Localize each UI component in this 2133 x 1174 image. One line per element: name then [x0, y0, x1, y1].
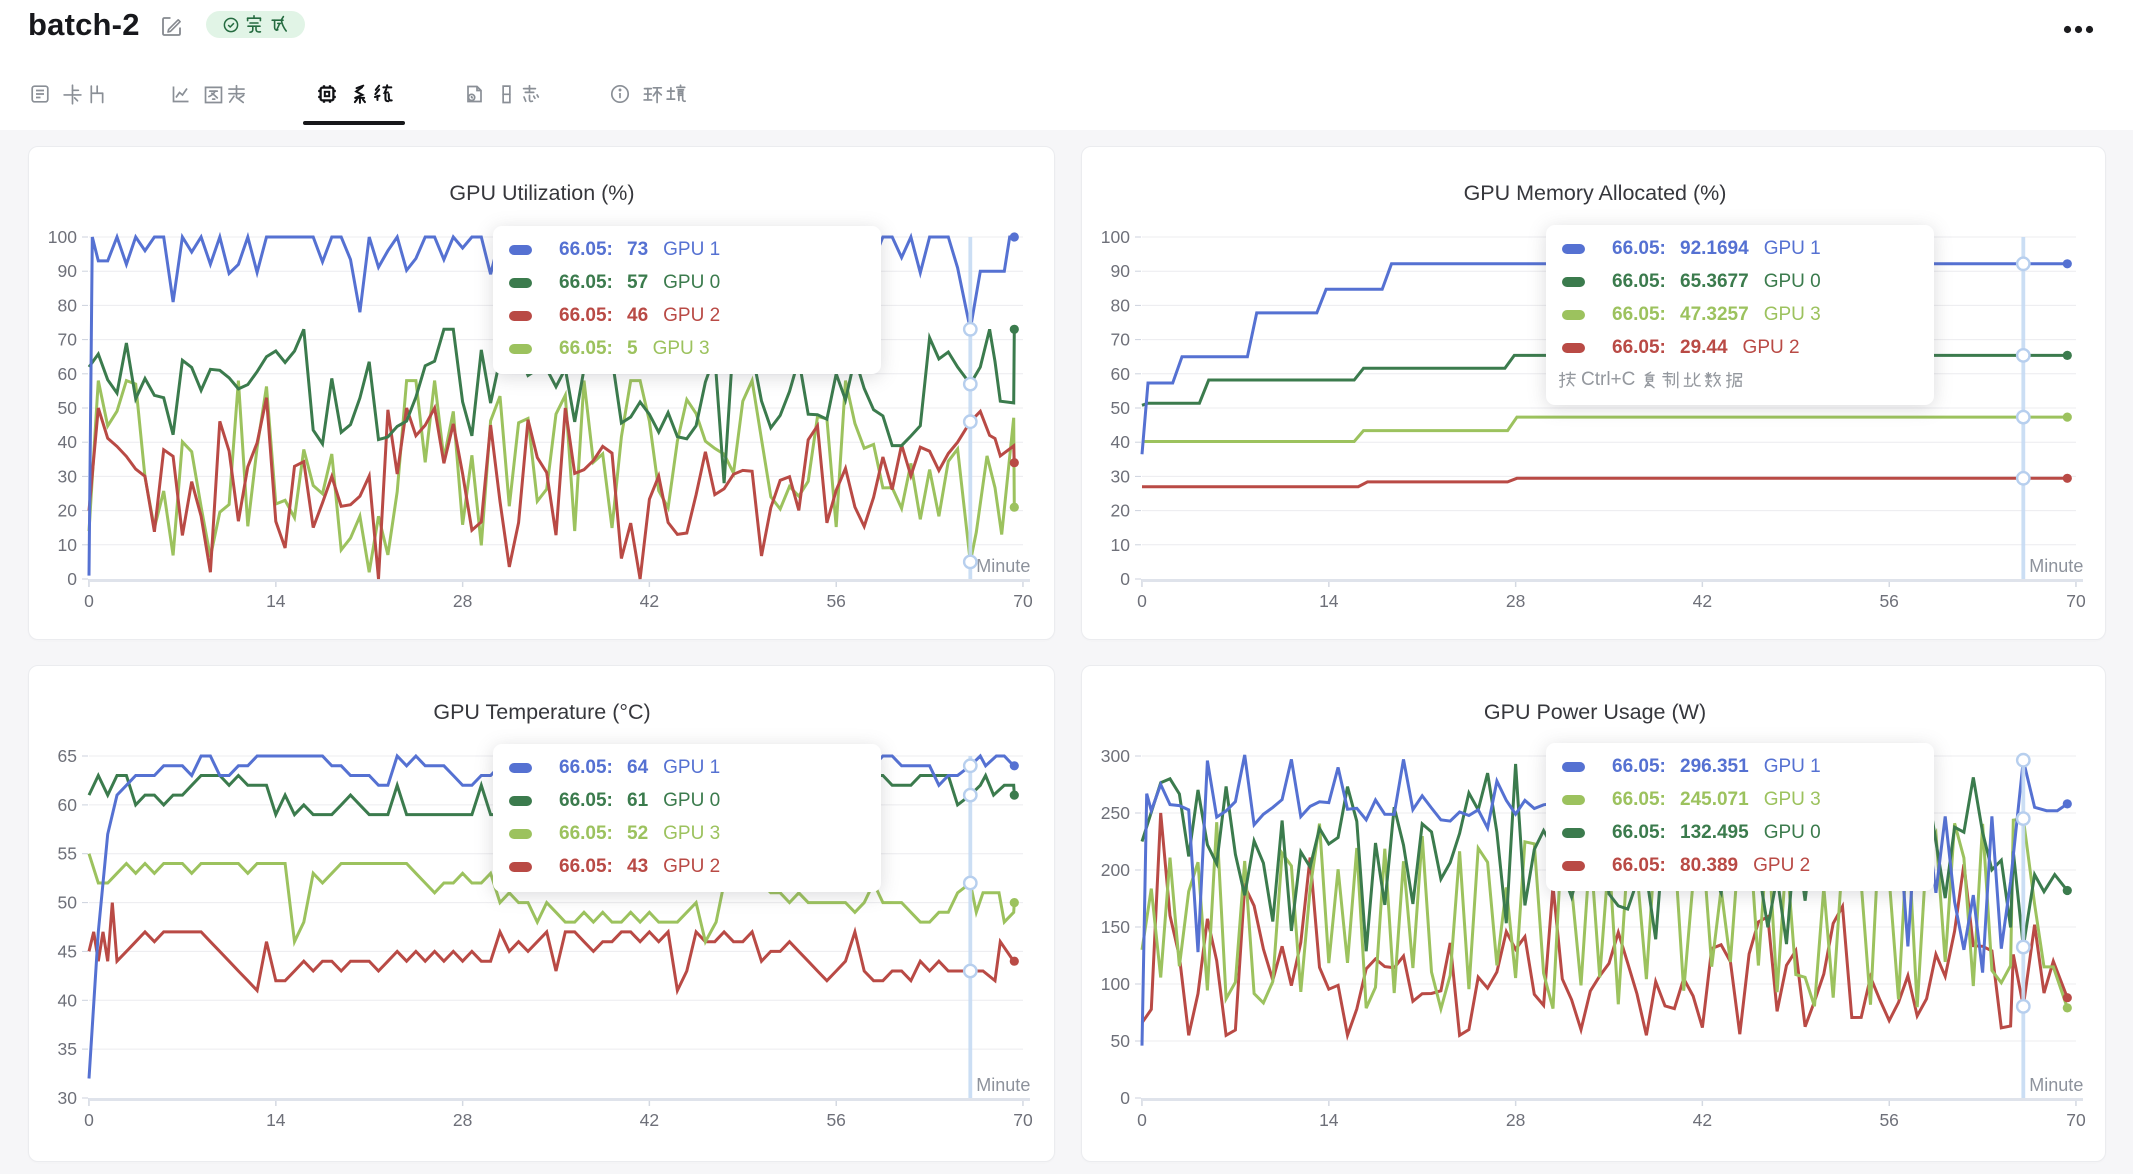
svg-text:14: 14: [266, 591, 286, 611]
svg-text:60: 60: [58, 795, 78, 815]
svg-text:40: 40: [58, 432, 78, 452]
svg-text:35: 35: [58, 1039, 77, 1059]
svg-text:70: 70: [2066, 1110, 2086, 1130]
svg-text:40: 40: [1111, 432, 1131, 452]
svg-text:28: 28: [1506, 591, 1525, 611]
svg-text:GPU Temperature (°C): GPU Temperature (°C): [433, 700, 650, 724]
svg-text:28: 28: [453, 591, 472, 611]
svg-text:42: 42: [640, 1110, 659, 1130]
svg-text:GPU Memory Allocated (%): GPU Memory Allocated (%): [1464, 181, 1727, 205]
svg-text:60: 60: [58, 364, 78, 384]
svg-text:56: 56: [826, 1110, 845, 1130]
svg-text:50: 50: [1111, 1031, 1131, 1051]
svg-text:Minute: Minute: [976, 556, 1030, 576]
svg-text:30: 30: [1111, 466, 1131, 486]
svg-text:14: 14: [1319, 1110, 1339, 1130]
svg-text:56: 56: [1879, 591, 1898, 611]
svg-text:70: 70: [58, 330, 78, 350]
svg-text:100: 100: [1101, 974, 1130, 994]
svg-text:300: 300: [1101, 746, 1130, 766]
svg-text:50: 50: [58, 398, 78, 418]
svg-text:56: 56: [1879, 1110, 1898, 1130]
svg-text:70: 70: [1013, 1110, 1033, 1130]
svg-text:42: 42: [1693, 591, 1712, 611]
svg-text:70: 70: [2066, 591, 2086, 611]
svg-text:50: 50: [58, 893, 78, 913]
svg-text:50: 50: [1111, 398, 1131, 418]
svg-text:Minute: Minute: [2029, 1075, 2083, 1095]
svg-text:70: 70: [1111, 330, 1131, 350]
svg-text:10: 10: [58, 535, 78, 555]
svg-text:30: 30: [58, 1088, 78, 1108]
svg-text:0: 0: [1137, 591, 1147, 611]
svg-text:42: 42: [1693, 1110, 1712, 1130]
svg-text:GPU Utilization (%): GPU Utilization (%): [449, 181, 634, 205]
svg-text:28: 28: [453, 1110, 472, 1130]
svg-text:65: 65: [58, 746, 77, 766]
svg-text:0: 0: [1120, 1088, 1130, 1108]
svg-text:0: 0: [67, 569, 77, 589]
svg-text:90: 90: [1111, 261, 1131, 281]
svg-text:80: 80: [58, 295, 78, 315]
svg-text:80: 80: [1111, 295, 1131, 315]
svg-text:30: 30: [58, 466, 78, 486]
svg-text:100: 100: [48, 227, 77, 247]
svg-text:Minute: Minute: [976, 1075, 1030, 1095]
svg-text:40: 40: [58, 990, 78, 1010]
svg-text:Minute: Minute: [2029, 556, 2083, 576]
svg-text:28: 28: [1506, 1110, 1525, 1130]
svg-text:56: 56: [826, 591, 845, 611]
svg-text:0: 0: [1120, 569, 1130, 589]
svg-text:0: 0: [1137, 1110, 1147, 1130]
svg-text:14: 14: [1319, 591, 1339, 611]
svg-text:14: 14: [266, 1110, 286, 1130]
svg-text:0: 0: [84, 591, 94, 611]
svg-text:150: 150: [1101, 917, 1130, 937]
svg-text:0: 0: [84, 1110, 94, 1130]
svg-text:100: 100: [1101, 227, 1130, 247]
svg-text:55: 55: [58, 844, 77, 864]
svg-text:60: 60: [1111, 364, 1131, 384]
svg-text:90: 90: [58, 261, 78, 281]
svg-text:GPU Power Usage (W): GPU Power Usage (W): [1484, 700, 1706, 724]
svg-text:250: 250: [1101, 803, 1130, 823]
svg-text:45: 45: [58, 941, 77, 961]
svg-text:70: 70: [1013, 591, 1033, 611]
svg-text:20: 20: [58, 501, 78, 521]
svg-text:200: 200: [1101, 860, 1130, 880]
svg-text:42: 42: [640, 591, 659, 611]
svg-text:20: 20: [1111, 501, 1131, 521]
svg-text:10: 10: [1111, 535, 1131, 555]
